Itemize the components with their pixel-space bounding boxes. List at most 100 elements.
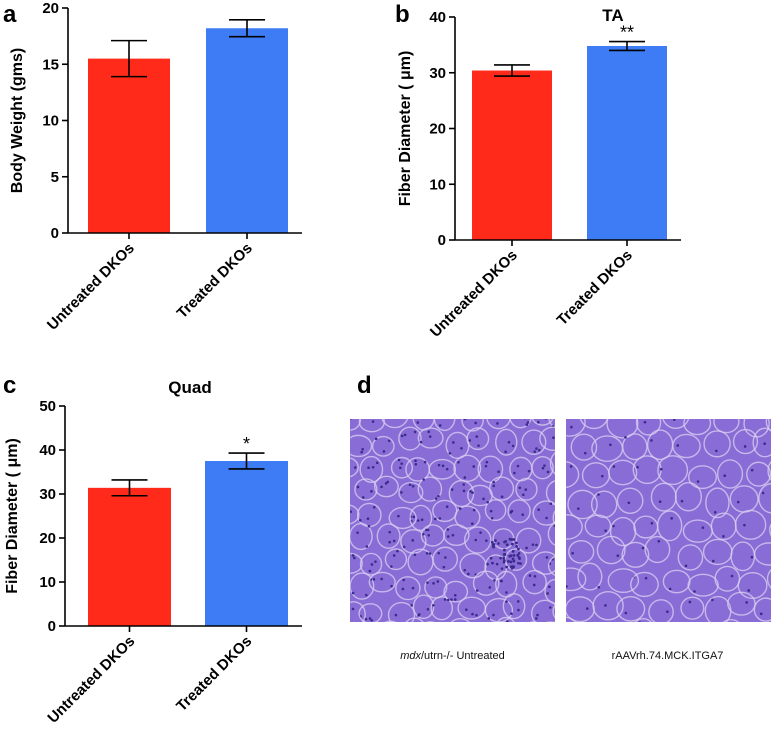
nucleus (448, 451, 452, 455)
nucleus (616, 554, 620, 557)
muscle-fiber (621, 541, 650, 568)
nucleus (499, 579, 503, 583)
nucleus (358, 518, 362, 522)
muscle-fiber (767, 460, 771, 481)
nucleus (458, 507, 462, 510)
nucleus (521, 513, 525, 516)
muscle-fiber (368, 571, 396, 593)
infiltrate-nucleus (503, 540, 506, 544)
nucleus (434, 517, 437, 521)
nucleus (397, 514, 400, 518)
nucleus (438, 517, 442, 520)
nucleus (371, 465, 375, 469)
nucleus (604, 604, 607, 607)
infiltrate-nucleus (510, 566, 514, 570)
nucleus (474, 421, 477, 425)
nucleus (416, 421, 420, 424)
nucleus (612, 524, 615, 528)
muscle-fiber (634, 617, 652, 622)
nucleus (759, 612, 763, 616)
muscle-fiber (350, 434, 373, 458)
muscle-fiber (495, 428, 518, 456)
nucleus (504, 450, 507, 454)
nucleus (492, 484, 496, 488)
muscle-fiber (453, 454, 482, 482)
nucleus (463, 476, 467, 479)
muscle-fiber (607, 568, 640, 594)
muscle-fiber (395, 576, 421, 601)
muscle-fiber (376, 523, 401, 549)
nucleus (350, 510, 352, 513)
muscle-fiber (531, 551, 555, 575)
y-tick-label: 5 (51, 169, 59, 186)
muscle-fiber (350, 457, 359, 478)
y-tick-label: 30 (39, 486, 56, 503)
nucleus (371, 420, 375, 423)
nucleus (428, 435, 432, 438)
nucleus (413, 430, 417, 434)
nucleus (397, 458, 401, 462)
muscle-fiber (727, 591, 756, 616)
nucleus (399, 466, 402, 470)
bar-untreated (472, 70, 552, 241)
nucleus (450, 488, 454, 491)
nucleus (411, 586, 415, 590)
infiltrate-nucleus (511, 557, 515, 561)
nucleus (627, 501, 631, 505)
nucleus (601, 474, 604, 478)
chart-title: Quad (168, 378, 211, 397)
muscle-fiber (359, 552, 383, 576)
infiltrate-nucleus (489, 556, 493, 560)
nucleus (545, 556, 549, 559)
nucleus (437, 494, 440, 498)
muscle-fiber (552, 510, 555, 526)
nucleus (507, 440, 511, 444)
nucleus (485, 460, 489, 464)
nucleus (548, 606, 552, 609)
caption-untreated: mdx/utrn-/- Untreated (350, 650, 555, 662)
muscle-fiber (765, 419, 771, 432)
nucleus (696, 480, 700, 483)
nucleus (370, 618, 374, 622)
muscle-fiber (354, 478, 378, 501)
bar-treated (205, 461, 288, 626)
nucleus (441, 464, 445, 468)
nucleus (495, 562, 499, 566)
bar-treated (587, 45, 667, 240)
nucleus (657, 539, 661, 543)
nucleus (475, 613, 478, 617)
muscle-fiber (716, 459, 744, 489)
muscle-fiber (674, 481, 703, 512)
nucleus (517, 608, 520, 612)
nucleus (432, 603, 435, 607)
nucleus (467, 572, 470, 576)
caption-untreated-rest: /utrn-/- Untreated (421, 650, 505, 662)
muscle-fiber (387, 601, 416, 622)
y-tick-label: 15 (42, 56, 59, 73)
nucleus (394, 613, 398, 617)
nucleus (422, 478, 425, 481)
nucleus (382, 450, 386, 453)
infiltrate-nucleus (517, 547, 520, 551)
nucleus (525, 546, 528, 550)
nucleus (469, 490, 472, 493)
nucleus (486, 562, 489, 566)
y-tick-label: 30 (429, 65, 446, 82)
bar-untreated (88, 487, 171, 626)
nucleus (450, 598, 453, 601)
chart-b-ta-fiber-diameter: b TA Untreated DKOs ** Treated DKOs 0 10 20 30 40… (395, 1, 681, 341)
nucleus (761, 491, 765, 495)
nucleus (486, 500, 489, 504)
nucleus (400, 491, 403, 494)
nucleus (548, 585, 551, 589)
nucleus (434, 497, 438, 500)
nucleus (460, 446, 463, 450)
muscle-fiber (454, 505, 481, 529)
infiltrate-nucleus (499, 556, 502, 560)
nucleus (650, 439, 653, 442)
nucleus (390, 565, 393, 568)
muscle-fiber (577, 562, 603, 591)
nucleus (436, 580, 440, 583)
infiltrate-nucleus (509, 560, 513, 564)
nucleus (372, 505, 376, 509)
